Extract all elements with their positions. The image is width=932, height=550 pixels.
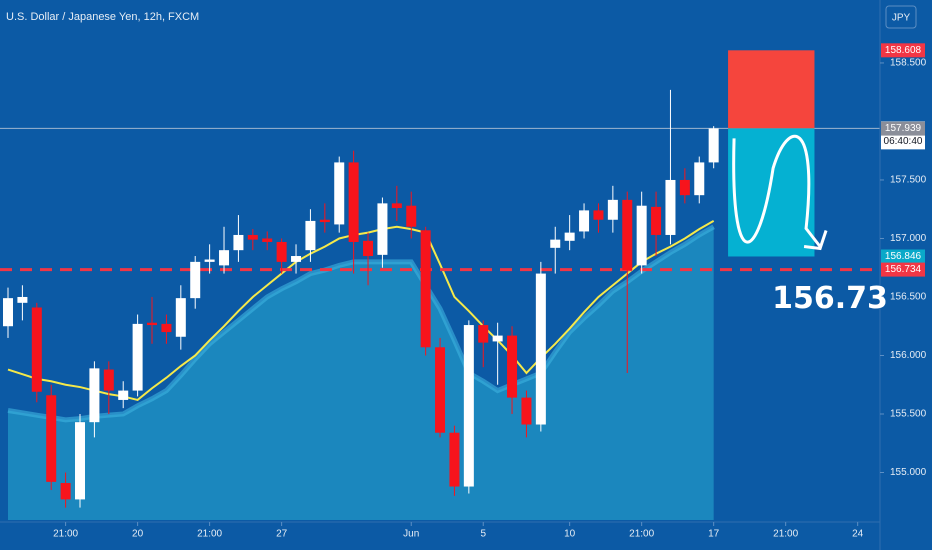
candle-body <box>175 298 186 337</box>
candle-body <box>406 205 417 227</box>
chart-title: U.S. Dollar / Japanese Yen, 12h, FXCM <box>6 11 199 23</box>
x-tick-label: 24 <box>852 529 864 540</box>
level-label: 156.73 <box>772 281 888 316</box>
countdown: 06:40:40 <box>884 136 923 147</box>
candle-body <box>291 256 302 262</box>
candle-body <box>492 335 503 342</box>
candle-body <box>132 323 143 391</box>
candle-body <box>31 307 42 392</box>
price-tag-label: 156.846 <box>885 251 922 262</box>
candle-body <box>420 230 431 348</box>
candle-body <box>17 296 28 303</box>
candle-body <box>694 162 705 196</box>
candle-body <box>579 210 590 232</box>
price-tag <box>881 262 925 277</box>
candle-body <box>147 322 158 326</box>
candle-body <box>449 432 460 487</box>
candle-body <box>708 128 719 163</box>
candle-body <box>103 369 114 391</box>
x-tick-label: 20 <box>132 529 144 540</box>
candle-body <box>507 335 518 398</box>
x-tick-label: 10 <box>564 529 576 540</box>
candle-body <box>377 203 388 255</box>
candle-body <box>276 241 287 262</box>
candle-body <box>219 250 230 266</box>
price-tag <box>881 121 925 136</box>
x-tick-label: 21:00 <box>197 529 222 540</box>
x-tick-label: 27 <box>276 529 288 540</box>
x-tick-label: Jun <box>403 529 419 540</box>
y-tick-label: 155.000 <box>890 467 927 478</box>
candle-body <box>305 220 316 251</box>
candle-body <box>363 240 374 257</box>
price-tag-label: 156.734 <box>885 264 922 275</box>
stop-zone <box>728 50 815 129</box>
candle-body <box>651 206 662 235</box>
y-tick-label: 156.500 <box>890 292 927 303</box>
candle-body <box>550 239 561 248</box>
candle-body <box>348 162 359 242</box>
y-tick-label: 156.000 <box>890 350 927 361</box>
price-tag-label: 157.939 <box>885 123 922 134</box>
x-tick-label: 21:00 <box>53 529 78 540</box>
y-tick-label: 157.500 <box>890 175 927 186</box>
candle-body <box>3 298 14 327</box>
price-tag <box>881 43 925 58</box>
candle-body <box>521 397 532 425</box>
candle-body <box>607 199 618 220</box>
candle-body <box>622 199 633 271</box>
candle-body <box>161 323 172 333</box>
candle-body <box>679 179 690 196</box>
candle-body <box>204 259 215 262</box>
candle-body <box>665 179 676 235</box>
candle-body <box>478 325 489 343</box>
candle-body <box>46 395 57 482</box>
price-tag-label: 158.608 <box>885 45 922 56</box>
y-tick-label: 155.500 <box>890 409 927 420</box>
x-tick-label: 17 <box>708 529 720 540</box>
currency-button[interactable] <box>885 5 917 29</box>
candle-body <box>75 422 86 500</box>
candle-body <box>334 162 345 225</box>
candle-body <box>463 325 474 487</box>
area-edge <box>7 224 715 423</box>
y-tick-label: 158.500 <box>890 58 927 69</box>
candle-body <box>564 232 575 241</box>
candle-body <box>636 205 647 266</box>
x-tick-label: 21:00 <box>773 529 798 540</box>
candle-body <box>60 483 71 500</box>
arrow-head <box>803 230 828 251</box>
plot <box>0 50 880 520</box>
candle-body <box>391 203 402 209</box>
candle-body <box>118 390 129 400</box>
candle-body <box>247 234 258 240</box>
target-zone <box>728 128 815 257</box>
price-tag <box>881 249 925 264</box>
candle-body <box>233 234 244 251</box>
candle-body <box>190 261 201 299</box>
currency[interactable]: JPY <box>892 13 911 24</box>
candle-body <box>262 238 273 242</box>
candle-body <box>89 368 100 423</box>
candle-body <box>319 219 330 223</box>
candle-body <box>435 347 446 433</box>
area <box>8 226 714 520</box>
y-tick-label: 157.000 <box>890 233 927 244</box>
candle-body <box>593 210 604 220</box>
candle-body <box>535 273 546 425</box>
arrow-curve <box>732 134 822 248</box>
x-tick-label: 21:00 <box>629 529 654 540</box>
x-tick-label: 5 <box>480 529 486 540</box>
